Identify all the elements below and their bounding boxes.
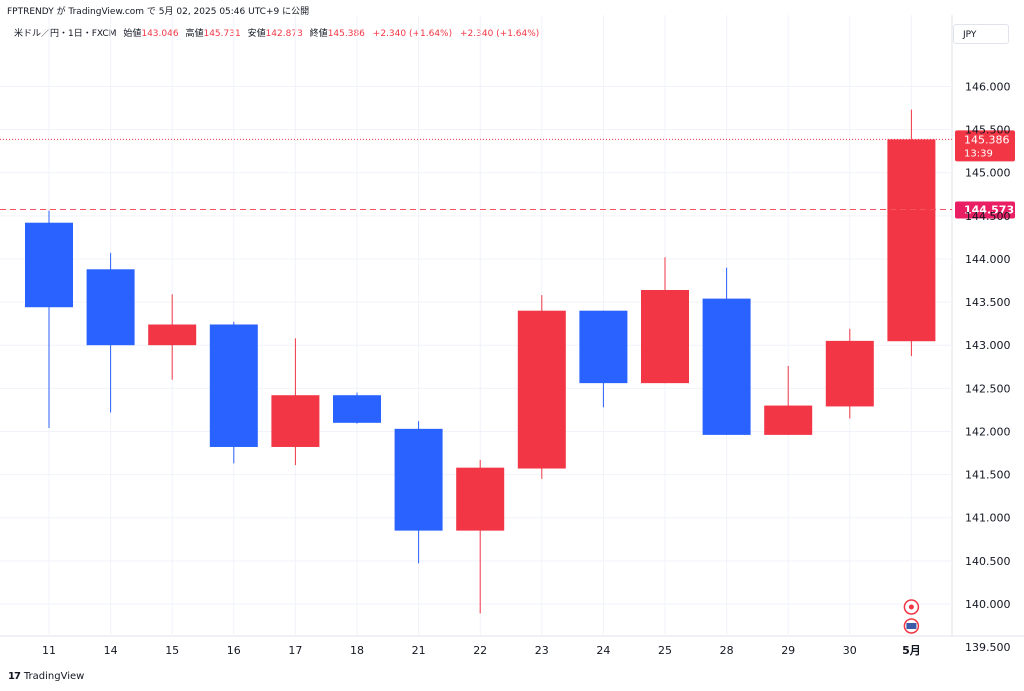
tradingview-logo-icon: 17 [8, 671, 21, 682]
candle-body [86, 269, 135, 346]
tradingview-brand: TradingView [23, 671, 85, 682]
price-tick-label: 142.500 [965, 382, 1011, 395]
reference-line: 145.386 13:39 144.573 [0, 130, 1015, 219]
date-tick-label: 21 [412, 644, 426, 657]
date-tick-label: 22 [473, 644, 487, 657]
candles [25, 109, 936, 614]
price-tick-label: 143.500 [965, 296, 1011, 309]
date-tick-label: 15 [165, 644, 179, 657]
date-tick-label: 28 [720, 644, 734, 657]
open-value: 143.046 [141, 29, 179, 39]
price-tick-label: 141.000 [965, 512, 1011, 525]
close-value: 145.386 [327, 29, 365, 39]
date-tick-label: 25 [658, 644, 672, 657]
price-tick-label: 140.500 [965, 555, 1011, 568]
price-tick-label: 141.500 [965, 469, 1011, 482]
change-value-secondary: +2.340 (+1.64%) [459, 29, 540, 39]
last-price-badge [955, 130, 1015, 162]
date-tick-label: 29 [781, 644, 795, 657]
low-value: 142.873 [265, 29, 303, 39]
open-label: 始値 [123, 29, 142, 39]
price-tick-label: 140.000 [965, 598, 1011, 611]
price-tick-label: 144.000 [965, 253, 1011, 266]
price-tick-label: 146.000 [965, 80, 1011, 93]
price-tick-label: 143.000 [965, 339, 1011, 352]
high-value: 145.731 [203, 29, 241, 39]
date-tick-label: 24 [596, 644, 610, 657]
candle-body [209, 324, 258, 447]
date-tick-label: 14 [104, 644, 118, 657]
economic-event-dot [908, 604, 914, 610]
event-markers[interactable] [903, 599, 920, 634]
date-tick-label: 17 [288, 644, 302, 657]
date-tick-label: 23 [535, 644, 549, 657]
publish-header: FPTRENDY が TradingView.com で 5月 02, 2025… [7, 7, 310, 17]
candle-body [517, 310, 566, 469]
candle-body [887, 139, 936, 342]
currency-selector[interactable]: JPY [953, 24, 1009, 44]
price-tick-label: 142.000 [965, 425, 1011, 438]
candle-body [641, 289, 689, 384]
candle-body [579, 310, 628, 384]
candle-body [456, 467, 505, 531]
ref-price-badge [955, 201, 1015, 219]
candle-body [25, 222, 73, 308]
candle-body [148, 324, 197, 346]
last-price-label: 145.386 [964, 133, 1010, 146]
ohlc-legend: 米ドル／円・1日・FXCM 始値143.046 高値145.731 安値142.… [14, 26, 539, 39]
candle-body [825, 340, 874, 407]
price-tick-label: 145.500 [965, 124, 1011, 137]
date-tick-label: 16 [227, 644, 241, 657]
footer-branding: 17 TradingView [8, 671, 84, 682]
candle-body [394, 428, 443, 531]
close-label: 終値 [309, 29, 328, 39]
symbol-label[interactable]: 米ドル／円・1日・FXCM [14, 29, 117, 39]
date-tick-label: 5月 [902, 644, 921, 657]
countdown-label: 13:39 [964, 148, 993, 159]
change-value: +2.340 (+1.64%) [372, 29, 453, 39]
date-tick-label: 18 [350, 644, 364, 657]
time-axis[interactable]: 11 14 15 16 17 18 21 22 23 24 25 28 29 30 5月 [42, 644, 921, 657]
ref-price-label: 144.573 [964, 204, 1014, 217]
price-axis[interactable]: 146.000 145.500 145.000 144.500 144.000 143.5… [965, 80, 1011, 654]
candle-body [702, 298, 751, 435]
low-label: 安値 [247, 29, 266, 39]
price-tick-label: 144.500 [965, 210, 1011, 223]
price-tick-label: 145.000 [965, 167, 1011, 180]
high-label: 高値 [185, 29, 204, 39]
date-tick-label: 30 [843, 644, 857, 657]
us-flag-stripes [906, 623, 917, 629]
candle-body [271, 395, 320, 447]
price-tick-label: 139.500 [965, 641, 1011, 654]
date-tick-label: 11 [42, 644, 56, 657]
candle-body [333, 395, 381, 423]
candle-body [764, 405, 813, 435]
